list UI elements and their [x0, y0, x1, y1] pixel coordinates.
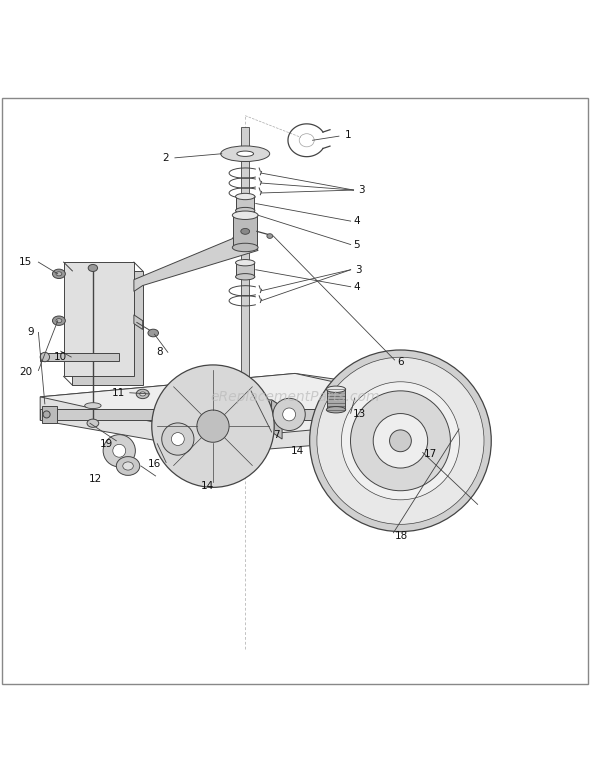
Ellipse shape: [171, 432, 184, 446]
Polygon shape: [40, 374, 483, 453]
Polygon shape: [40, 374, 483, 438]
Ellipse shape: [283, 408, 296, 421]
Ellipse shape: [273, 398, 305, 431]
Text: 17: 17: [424, 449, 437, 459]
Polygon shape: [73, 271, 143, 386]
Text: 11: 11: [112, 388, 125, 398]
Ellipse shape: [148, 329, 159, 337]
Bar: [237, 196, 254, 210]
Text: 20: 20: [19, 367, 32, 377]
Bar: [40, 353, 119, 361]
Ellipse shape: [237, 151, 254, 156]
Text: 14: 14: [201, 482, 214, 492]
Polygon shape: [64, 262, 134, 376]
Text: 14: 14: [291, 447, 304, 457]
Ellipse shape: [152, 365, 274, 487]
Text: 12: 12: [88, 474, 101, 484]
Bar: [327, 389, 345, 410]
Ellipse shape: [235, 260, 255, 266]
Text: 18: 18: [395, 531, 408, 540]
Bar: [234, 215, 257, 247]
Bar: [42, 406, 57, 422]
Ellipse shape: [326, 386, 346, 393]
Ellipse shape: [53, 269, 65, 278]
Text: 9: 9: [27, 328, 34, 337]
Polygon shape: [219, 400, 282, 407]
Polygon shape: [271, 400, 282, 439]
Text: 1: 1: [345, 130, 352, 140]
Circle shape: [389, 430, 411, 452]
Bar: [40, 409, 412, 420]
Ellipse shape: [232, 243, 258, 252]
Ellipse shape: [140, 392, 146, 396]
Text: 3: 3: [355, 265, 362, 274]
Ellipse shape: [43, 411, 50, 418]
Circle shape: [373, 414, 428, 468]
Bar: [237, 263, 254, 277]
Ellipse shape: [85, 403, 101, 408]
Text: 2: 2: [162, 152, 169, 163]
Ellipse shape: [197, 410, 229, 443]
Ellipse shape: [56, 272, 62, 276]
Text: 8: 8: [156, 347, 163, 357]
Text: 4: 4: [353, 216, 360, 226]
Circle shape: [310, 350, 491, 532]
Text: 4: 4: [353, 282, 360, 292]
Text: 19: 19: [100, 439, 113, 449]
Ellipse shape: [162, 423, 194, 455]
Ellipse shape: [221, 146, 270, 162]
Polygon shape: [134, 233, 258, 292]
Ellipse shape: [88, 264, 97, 271]
Ellipse shape: [326, 407, 346, 413]
Text: 5: 5: [353, 239, 360, 249]
Circle shape: [350, 391, 450, 491]
Ellipse shape: [235, 274, 255, 280]
Text: 6: 6: [398, 357, 404, 367]
Ellipse shape: [232, 211, 258, 220]
Ellipse shape: [113, 444, 126, 457]
Ellipse shape: [136, 389, 149, 399]
Text: 3: 3: [358, 185, 365, 195]
Ellipse shape: [87, 419, 99, 427]
Ellipse shape: [273, 416, 281, 422]
Ellipse shape: [267, 234, 273, 239]
Ellipse shape: [103, 435, 135, 467]
Text: 16: 16: [148, 459, 162, 469]
Text: 10: 10: [54, 352, 67, 362]
Ellipse shape: [116, 457, 140, 475]
Ellipse shape: [235, 207, 255, 213]
Ellipse shape: [241, 228, 250, 235]
Text: 15: 15: [19, 257, 32, 267]
Ellipse shape: [56, 318, 62, 323]
Text: 13: 13: [352, 410, 366, 419]
Polygon shape: [134, 315, 143, 329]
Text: eReplacementParts.com: eReplacementParts.com: [210, 390, 380, 404]
Circle shape: [342, 382, 460, 500]
Ellipse shape: [123, 462, 133, 470]
Circle shape: [317, 357, 484, 525]
Ellipse shape: [40, 353, 50, 362]
Polygon shape: [219, 400, 271, 432]
Text: 7: 7: [273, 430, 279, 440]
Bar: [240, 386, 251, 403]
Ellipse shape: [53, 316, 65, 325]
Ellipse shape: [235, 193, 255, 199]
Bar: [241, 127, 250, 461]
